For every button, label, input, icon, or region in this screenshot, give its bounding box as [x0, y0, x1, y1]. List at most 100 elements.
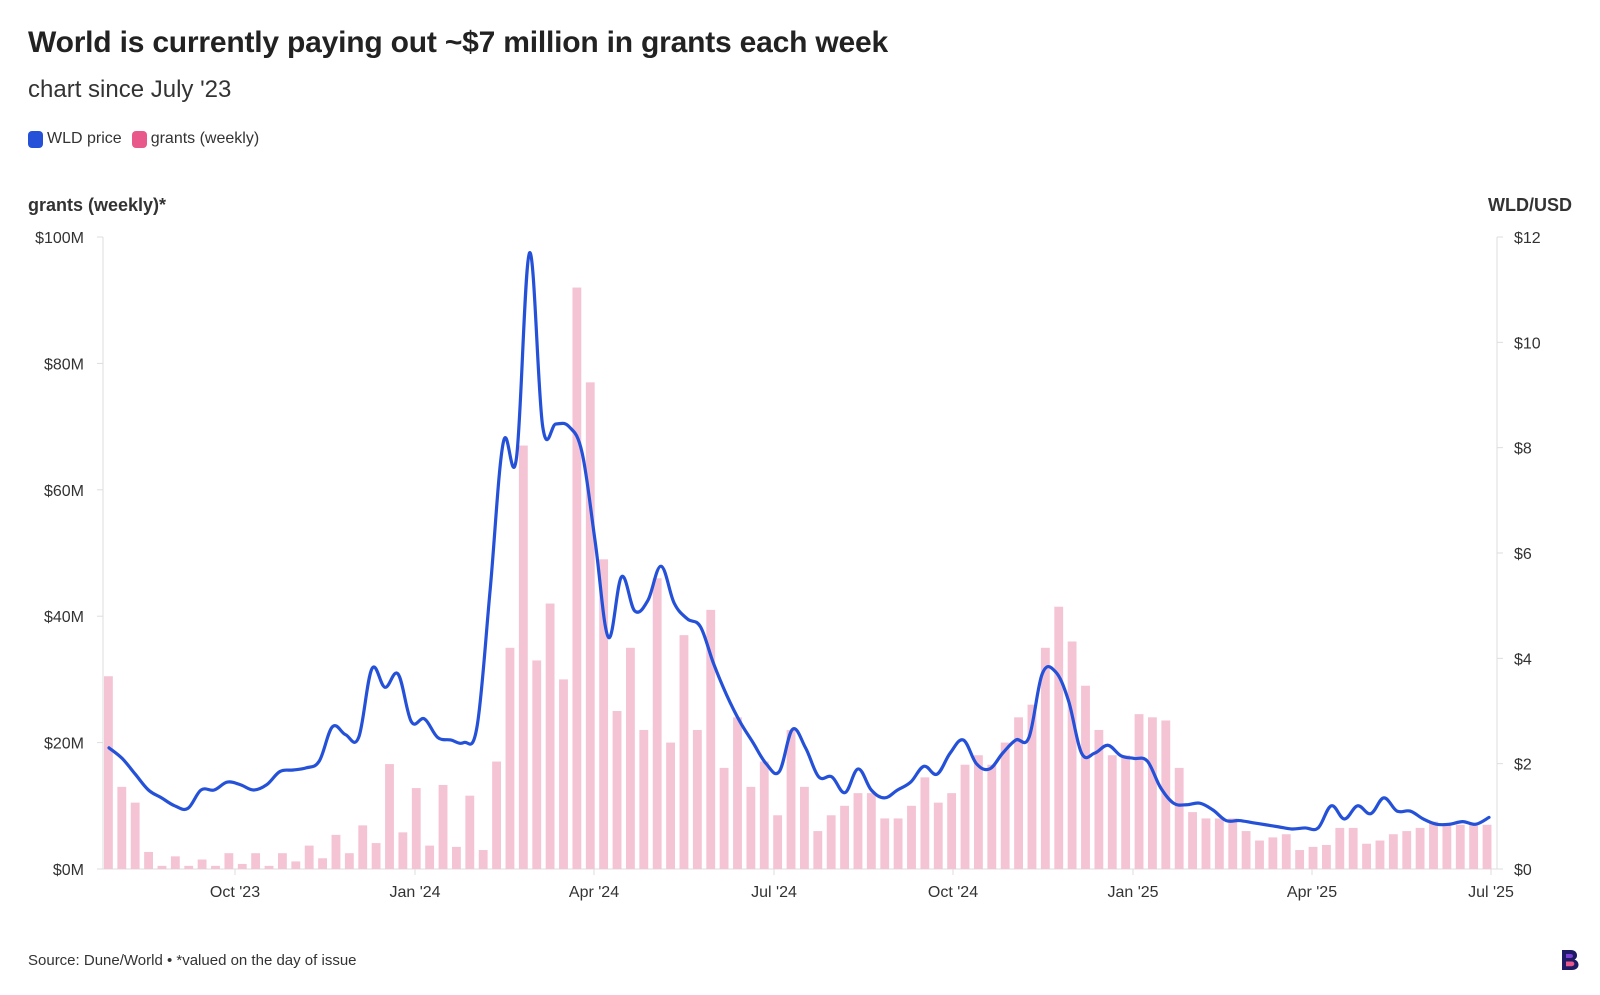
- grant-bar: [331, 834, 341, 869]
- grant-bar: [251, 853, 261, 869]
- legend-swatch-grants: [131, 130, 147, 148]
- right-tick-label: $8: [1514, 441, 1532, 458]
- grant-bar: [492, 761, 501, 869]
- legend-item-wld-price[interactable]: WLD price: [28, 130, 122, 148]
- grant-bar: [1308, 846, 1318, 869]
- grant-bar: [1054, 606, 1064, 869]
- grant-bar: [264, 865, 274, 869]
- grant-bar: [866, 793, 876, 869]
- x-tick-label: Jul '25: [1468, 884, 1514, 901]
- left-tick-label: $60M: [44, 483, 84, 500]
- x-tick-label: Oct '23: [210, 884, 260, 901]
- grant-bar: [170, 856, 180, 869]
- legend-item-grants[interactable]: grants (weekly): [131, 130, 259, 148]
- right-tick-label: $10: [1514, 335, 1541, 352]
- grant-bar: [425, 845, 435, 869]
- left-tick-label: $0M: [53, 862, 84, 879]
- grant-bar: [1134, 714, 1144, 869]
- grant-bar: [1148, 717, 1157, 869]
- grant-bar: [1121, 755, 1131, 869]
- chart-subtitle: chart since July '23: [28, 76, 232, 103]
- source-note: Source: Dune/World • *valued on the day …: [28, 952, 357, 969]
- grant-bar: [318, 858, 327, 869]
- grant-bar: [1255, 840, 1264, 869]
- grant-bar: [626, 647, 635, 869]
- legend: WLD price grants (weekly): [28, 130, 269, 148]
- grant-bar: [947, 793, 957, 869]
- grant-bar: [1362, 843, 1371, 869]
- grant-bar: [907, 805, 916, 869]
- grant-bar: [1094, 729, 1104, 869]
- grant-bar: [1228, 818, 1238, 869]
- right-tick-label: $6: [1514, 546, 1532, 563]
- grant-bar: [1442, 824, 1452, 869]
- grant-bar: [1214, 818, 1224, 869]
- grant-bar: [1402, 831, 1412, 869]
- grant-bar: [505, 647, 515, 869]
- x-tick-label: Oct '24: [928, 884, 978, 901]
- grant-bar: [344, 853, 354, 869]
- right-axis-title: WLD/USD: [1488, 195, 1572, 215]
- grant-bar: [733, 717, 742, 869]
- grant-bar: [184, 865, 194, 869]
- grant-bar: [104, 676, 113, 869]
- grant-bar: [518, 445, 528, 869]
- grant-bar: [438, 784, 448, 869]
- grant-bar: [652, 578, 662, 869]
- grant-bar: [130, 802, 140, 869]
- grant-bar: [1348, 827, 1358, 869]
- grant-bar: [532, 660, 542, 869]
- grant-bar: [1388, 834, 1398, 869]
- grant-bar: [1081, 685, 1090, 869]
- chart-title: World is currently paying out ~$7 millio…: [28, 26, 888, 59]
- grant-bar: [719, 767, 729, 869]
- grant-bar: [1027, 704, 1037, 869]
- grant-bar: [1295, 850, 1305, 869]
- grant-bar: [1067, 641, 1077, 869]
- x-tick-label: Apr '25: [1287, 884, 1337, 901]
- grant-bar: [1174, 767, 1184, 869]
- grant-bar: [1268, 837, 1278, 869]
- grant-bar: [237, 863, 247, 869]
- grant-bar: [1469, 824, 1479, 869]
- grant-bar: [559, 679, 568, 869]
- grant-bar: [371, 843, 381, 869]
- grant-bar: [358, 825, 368, 869]
- grant-bar: [398, 832, 408, 869]
- grant-bar: [826, 815, 836, 869]
- grant-bar: [1241, 831, 1251, 869]
- grant-bar: [1014, 717, 1023, 869]
- grant-bar: [572, 287, 582, 869]
- grant-bar: [679, 635, 689, 869]
- grant-bar: [746, 786, 756, 869]
- grant-bar: [840, 805, 849, 869]
- left-tick-label: $100M: [35, 230, 84, 247]
- x-tick-label: Jul '24: [751, 884, 797, 901]
- left-axis-title: grants (weekly)*: [28, 195, 167, 215]
- grant-bar: [1107, 755, 1117, 869]
- grant-bar: [1335, 827, 1345, 869]
- grant-bar: [599, 559, 609, 869]
- grant-bar: [786, 729, 796, 869]
- grant-bar: [1188, 812, 1197, 869]
- grant-bar: [1201, 818, 1211, 869]
- grant-bar: [893, 818, 903, 869]
- grant-bar: [197, 859, 207, 869]
- grant-bar: [1415, 827, 1425, 869]
- grant-bar: [987, 764, 997, 869]
- left-tick-label: $80M: [44, 356, 84, 373]
- right-tick-label: $2: [1514, 757, 1532, 774]
- grant-bar: [692, 729, 702, 869]
- grant-bar: [224, 853, 234, 869]
- right-tick-label: $0: [1514, 862, 1532, 879]
- grant-bar: [385, 764, 394, 869]
- x-tick-label: Jan '25: [1107, 884, 1158, 901]
- grant-bar: [1482, 824, 1492, 869]
- grant-bar: [304, 845, 314, 869]
- grant-bar: [880, 818, 890, 869]
- left-tick-label: $40M: [44, 609, 84, 626]
- grant-bar: [1281, 834, 1291, 869]
- x-tick-label: Apr '24: [569, 884, 619, 901]
- grant-bar: [545, 603, 555, 869]
